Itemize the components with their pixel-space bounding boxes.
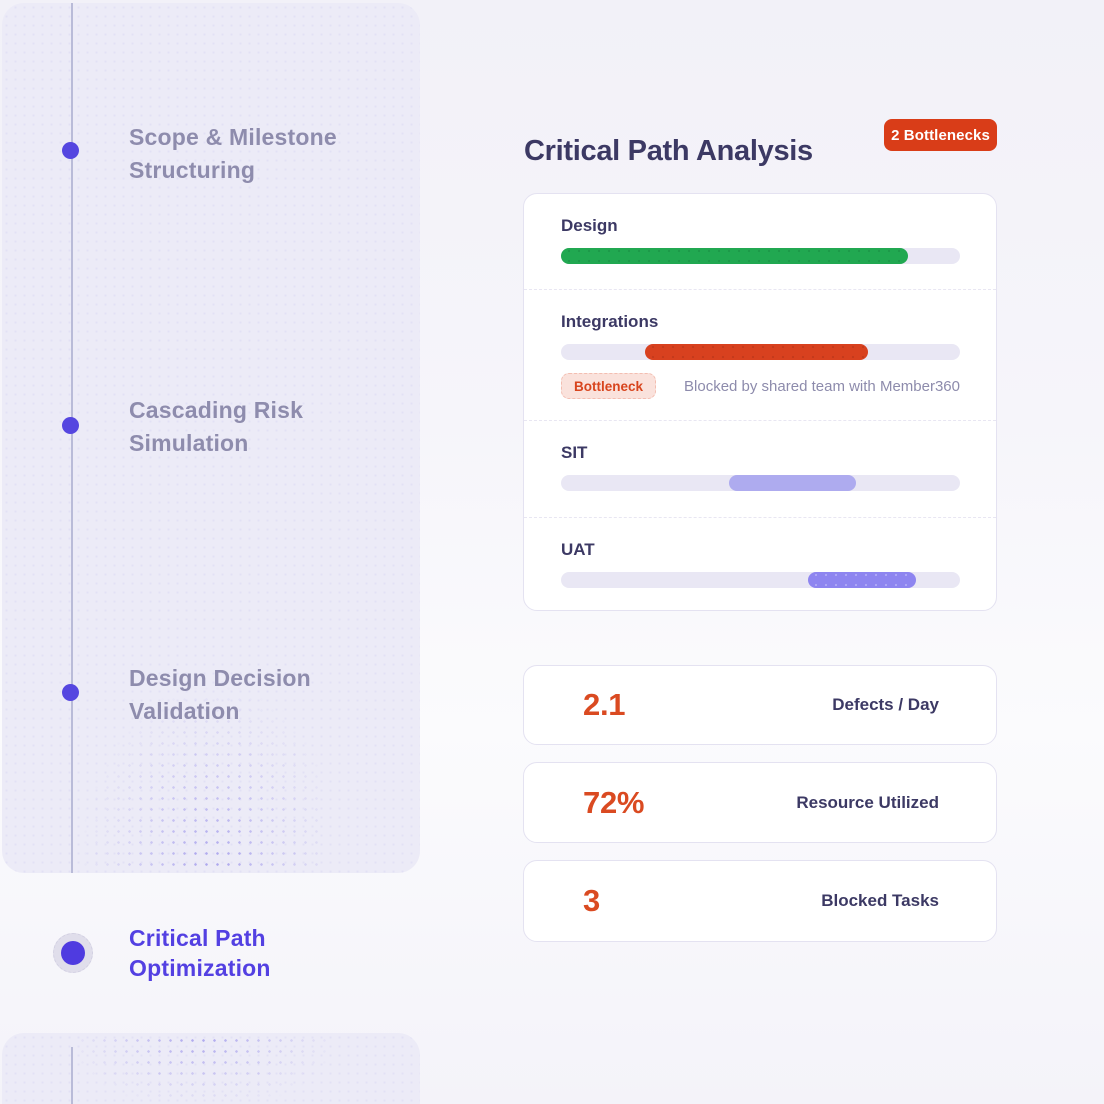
task-row: Integrations Bottleneck Blocked by share… — [524, 289, 996, 420]
task-name: UAT — [561, 540, 595, 559]
page-title: Critical Path Analysis — [524, 135, 813, 168]
stat-card-blocked: 3 Blocked Tasks — [523, 860, 997, 942]
task-name: Design — [561, 216, 618, 235]
stat-label: Blocked Tasks — [821, 891, 939, 910]
progress-bar — [728, 475, 857, 491]
milestone-dot-icon — [62, 684, 79, 701]
progress-bar — [808, 572, 917, 588]
task-row: SIT — [524, 420, 996, 517]
task-row: UAT — [524, 517, 996, 612]
progress-track — [561, 248, 960, 264]
stat-value: 72% — [583, 784, 645, 820]
progress-bar — [644, 344, 869, 360]
stat-value: 3 — [583, 883, 600, 918]
milestone-dot-icon — [62, 417, 79, 434]
sidebar-panel-next — [2, 1033, 420, 1104]
bottleneck-note: Blocked by shared team with Member360 — [684, 377, 960, 395]
stat-card-resource: 72% Resource Utilized — [523, 762, 997, 843]
sidebar-item-label: Critical Path Optimization — [129, 925, 271, 981]
progress-track — [561, 344, 960, 360]
stat-label: Defects / Day — [832, 695, 939, 714]
progress-bar — [561, 248, 909, 264]
milestone-dot-icon — [62, 142, 79, 159]
stat-value: 2.1 — [583, 687, 626, 722]
sidebar-item-label: Design Decision Validation — [129, 665, 311, 724]
progress-track — [561, 475, 960, 491]
task-name: Integrations — [561, 312, 659, 331]
task-row: Design — [524, 194, 996, 289]
timeline-line — [71, 3, 73, 873]
dots-texture — [77, 1035, 327, 1104]
timeline-line — [71, 1047, 73, 1104]
bottleneck-line: Bottleneck Blocked by shared team with M… — [561, 373, 960, 399]
sidebar-item-label: Scope & Milestone Structuring — [129, 124, 337, 183]
progress-track — [561, 572, 960, 588]
task-name: SIT — [561, 443, 588, 462]
bottlenecks-badge: 2 Bottlenecks — [884, 119, 997, 151]
stat-card-defects: 2.1 Defects / Day — [523, 665, 997, 745]
active-milestone-dot-icon — [61, 941, 85, 965]
sidebar-item-label: Cascading Risk Simulation — [129, 397, 304, 456]
critical-path-card: Design Integrations Bottleneck Blocked b… — [523, 193, 997, 611]
stat-label: Resource Utilized — [796, 792, 939, 812]
bottleneck-chip: Bottleneck — [561, 373, 657, 399]
